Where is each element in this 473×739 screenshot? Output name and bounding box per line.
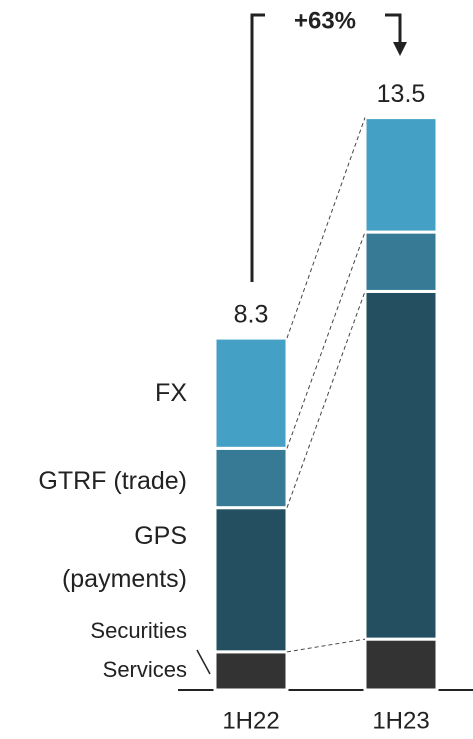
growth-annotation: +63% xyxy=(294,7,356,34)
connector xyxy=(286,638,366,653)
bar-segment xyxy=(363,230,439,293)
bar-segment xyxy=(213,650,289,692)
bracket-right xyxy=(385,13,402,46)
bar-segment xyxy=(363,289,439,641)
series-label: Securities Services xyxy=(90,618,187,682)
connector xyxy=(286,117,366,339)
bar-segment xyxy=(363,116,439,234)
series-label: FX xyxy=(155,379,187,407)
series-label: GPS (payments) xyxy=(61,522,187,593)
connector xyxy=(286,231,366,449)
total-label: 13.5 xyxy=(377,80,426,108)
bar-segment xyxy=(363,637,439,692)
total-label: 8.3 xyxy=(234,301,269,329)
x-tick-label: 1H23 xyxy=(372,707,429,734)
bar-segment xyxy=(213,506,289,654)
x-tick-label: 1H22 xyxy=(222,707,279,734)
connector xyxy=(286,291,366,508)
series-label: GTRF (trade) xyxy=(38,467,187,495)
bar-segment xyxy=(213,446,289,510)
bracket-left xyxy=(250,13,265,282)
arrowhead xyxy=(393,42,407,56)
bar-segment xyxy=(213,336,289,450)
label-leader xyxy=(196,649,211,675)
